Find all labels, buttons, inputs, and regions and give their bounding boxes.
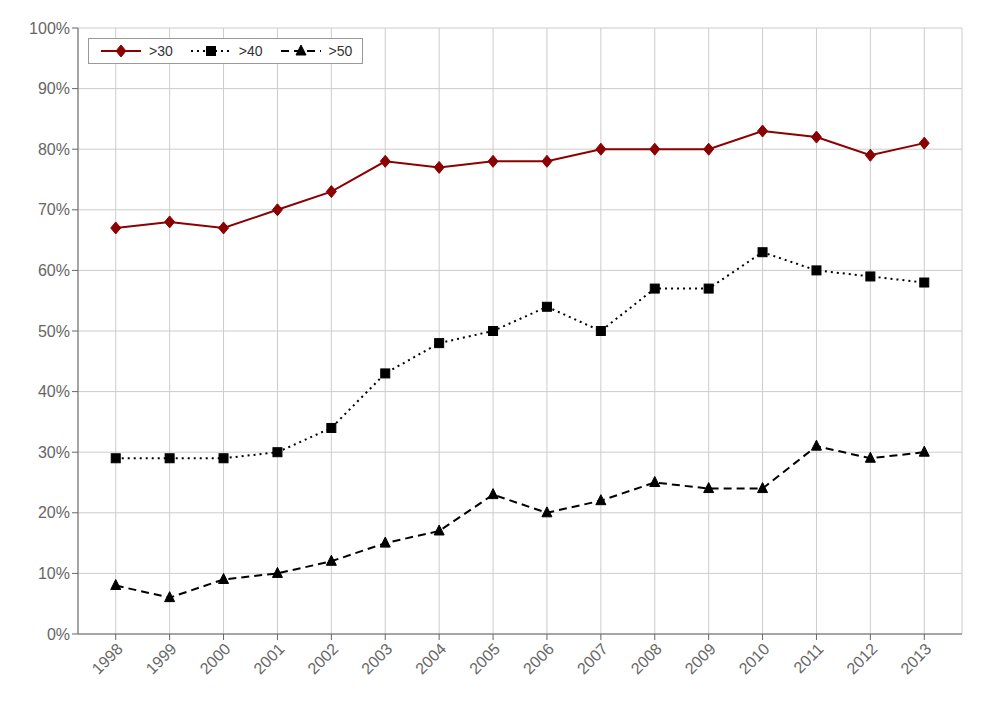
svg-text:70%: 70% — [38, 201, 70, 218]
svg-text:2002: 2002 — [304, 640, 341, 677]
svg-text:2013: 2013 — [897, 640, 934, 677]
svg-text:2001: 2001 — [250, 640, 287, 677]
svg-text:2006: 2006 — [520, 640, 557, 677]
svg-text:80%: 80% — [38, 141, 70, 158]
svg-text:2003: 2003 — [358, 640, 395, 677]
svg-text:2000: 2000 — [197, 640, 234, 677]
svg-text:10%: 10% — [38, 565, 70, 582]
html-text:>50: >50 — [328, 43, 353, 59]
svg-text:0%: 0% — [47, 626, 70, 643]
html-text:>40: >40 — [238, 43, 263, 59]
html-text:>30: >30 — [149, 43, 173, 59]
svg-text:30%: 30% — [38, 444, 70, 461]
svg-text:2009: 2009 — [682, 640, 719, 677]
svg-text:1999: 1999 — [143, 640, 180, 677]
svg-text:1998: 1998 — [89, 640, 126, 677]
svg-text:2010: 2010 — [736, 640, 773, 677]
svg-text:50%: 50% — [38, 323, 70, 340]
svg-text:100%: 100% — [29, 20, 70, 37]
svg-text:2007: 2007 — [574, 640, 611, 677]
svg-text:40%: 40% — [38, 383, 70, 400]
svg-text:2005: 2005 — [466, 640, 503, 677]
svg-text:20%: 20% — [38, 504, 70, 521]
svg-text:2011: 2011 — [790, 640, 826, 676]
svg-text:90%: 90% — [38, 80, 70, 97]
svg-text:60%: 60% — [38, 262, 70, 279]
svg-text:2012: 2012 — [843, 640, 880, 677]
svg-text:2004: 2004 — [412, 640, 449, 677]
svg-text:2008: 2008 — [628, 640, 665, 677]
